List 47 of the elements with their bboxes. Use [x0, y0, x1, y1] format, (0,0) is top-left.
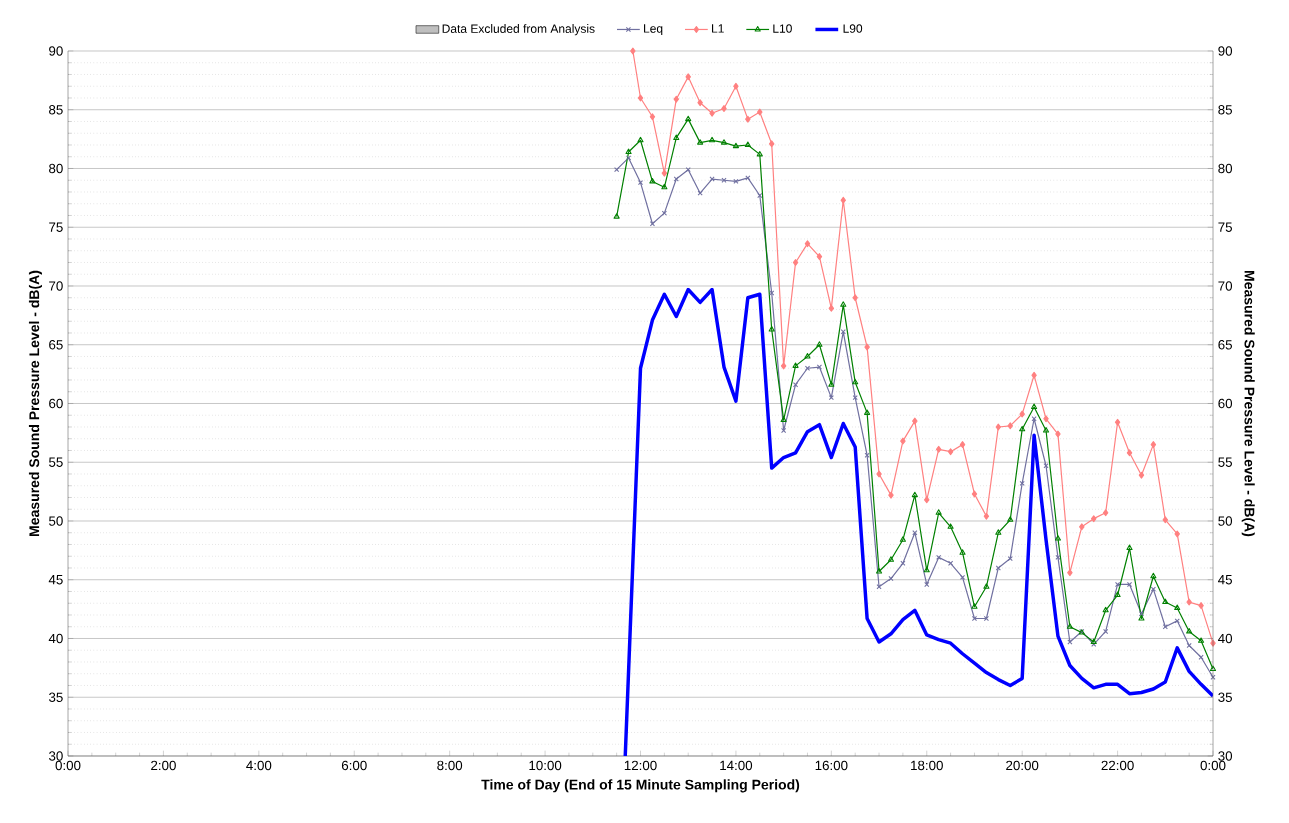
- y2-tick-label: 30: [1218, 751, 1233, 761]
- y2-tick-label: 40: [1218, 633, 1233, 644]
- y2-axis-title: Measured Sound Pressure Level - dB(A): [1241, 271, 1255, 537]
- x-tick-label: 2:00: [151, 760, 176, 771]
- y-tick-label: 65: [49, 340, 63, 350]
- y-tick-label: 80: [49, 163, 63, 174]
- x-tick-label: 12:00: [624, 760, 657, 771]
- y-tick-label: 30: [48, 751, 63, 761]
- legend-label: L90: [843, 24, 863, 33]
- x-tick-label: 8:00: [437, 760, 463, 771]
- y-axis-title: Measured Sound Pressure Level - dB(A): [28, 270, 42, 536]
- y2-tick-label: 35: [1218, 692, 1233, 702]
- y2-tick-label: 55: [1218, 457, 1233, 467]
- y-tick-label: 90: [49, 46, 63, 56]
- y-tick-label: 60: [49, 398, 63, 409]
- x-tick-label: 18:00: [911, 760, 943, 771]
- y-tick-label: 85: [49, 105, 63, 115]
- y2-tick-label: 90: [1218, 46, 1233, 56]
- y-tick-label: 75: [49, 222, 63, 232]
- y-tick-label: 40: [48, 633, 63, 644]
- y2-tick-label: 45: [1218, 575, 1233, 585]
- y2-tick-label: 70: [1218, 281, 1233, 291]
- y-tick-label: 35: [48, 692, 63, 702]
- y2-tick-label: 75: [1218, 222, 1233, 232]
- y2-tick-label: 85: [1218, 105, 1233, 115]
- legend-label: Data Excluded from Analysis: [442, 24, 595, 36]
- legend-label: L1: [712, 24, 724, 33]
- y2-tick-label: 50: [1218, 516, 1233, 526]
- y2-tick-label: 65: [1218, 340, 1233, 350]
- x-tick-label: 22:00: [1101, 760, 1134, 771]
- y2-tick-label: 80: [1218, 163, 1233, 174]
- y-tick-label: 50: [49, 516, 63, 526]
- x-tick-label: 0:00: [1200, 760, 1226, 771]
- x-axis-title: Time of Day (End of 15 Minute Sampling Period): [481, 779, 800, 793]
- legend-label: L10: [773, 24, 792, 33]
- legend-label: Leq: [644, 24, 663, 36]
- y-tick-label: 70: [49, 281, 63, 291]
- y-tick-label: 45: [48, 575, 63, 585]
- x-tick-label: 0:00: [55, 760, 81, 771]
- y2-tick-label: 60: [1218, 398, 1233, 409]
- x-tick-label: 20:00: [1006, 760, 1039, 771]
- y-tick-label: 55: [49, 457, 63, 467]
- x-tick-label: 4:00: [246, 760, 272, 771]
- x-tick-label: 14:00: [720, 760, 753, 771]
- x-tick-label: 10:00: [529, 760, 562, 771]
- x-tick-label: 16:00: [815, 760, 848, 771]
- x-tick-label: 6:00: [341, 760, 367, 771]
